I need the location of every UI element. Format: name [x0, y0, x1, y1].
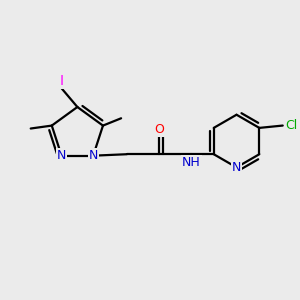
Text: N: N: [57, 149, 66, 162]
Text: Cl: Cl: [285, 119, 297, 132]
Text: NH: NH: [182, 157, 201, 169]
Text: O: O: [154, 123, 164, 136]
Text: N: N: [88, 149, 98, 162]
Text: N: N: [232, 161, 241, 174]
Text: I: I: [59, 74, 63, 88]
